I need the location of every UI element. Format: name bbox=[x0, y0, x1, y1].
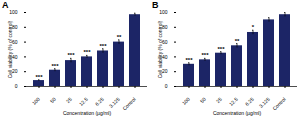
svg-text:***: *** bbox=[67, 52, 75, 58]
svg-text:Cell viability (% of control): Cell viability (% of control) bbox=[157, 20, 163, 78]
svg-text:***: *** bbox=[83, 49, 91, 55]
svg-text:60: 60 bbox=[161, 38, 168, 45]
html-text:A: A bbox=[2, 0, 9, 10]
svg-text:0: 0 bbox=[165, 83, 168, 89]
svg-text:Cell viability (% of control): Cell viability (% of control) bbox=[7, 20, 13, 78]
html-text:B: B bbox=[152, 0, 159, 10]
svg-text:Concentration (µg/ml): Concentration (µg/ml) bbox=[213, 110, 262, 116]
svg-text:80: 80 bbox=[161, 23, 168, 30]
svg-text:20: 20 bbox=[11, 68, 18, 75]
svg-text:25: 25 bbox=[215, 96, 223, 104]
svg-text:3.125: 3.125 bbox=[258, 96, 271, 109]
svg-text:40: 40 bbox=[161, 53, 168, 60]
svg-text:***: *** bbox=[51, 63, 59, 69]
svg-text:Control: Control bbox=[121, 96, 137, 112]
svg-text:***: *** bbox=[99, 43, 107, 49]
svg-text:6.25: 6.25 bbox=[94, 96, 105, 107]
svg-text:***: *** bbox=[185, 57, 193, 63]
svg-text:60: 60 bbox=[11, 38, 18, 45]
svg-text:100: 100 bbox=[9, 9, 18, 15]
svg-text:***: *** bbox=[201, 52, 209, 58]
svg-text:**: ** bbox=[235, 38, 240, 44]
svg-text:6.25: 6.25 bbox=[244, 96, 255, 107]
svg-text:100: 100 bbox=[181, 96, 191, 106]
svg-text:25: 25 bbox=[65, 96, 73, 104]
svg-text:3.125: 3.125 bbox=[108, 96, 121, 109]
svg-text:50: 50 bbox=[199, 96, 207, 104]
svg-text:Control: Control bbox=[271, 96, 287, 112]
svg-text:12.5: 12.5 bbox=[78, 96, 89, 107]
svg-text:***: *** bbox=[217, 46, 225, 52]
svg-text:Concentration (µg/ml): Concentration (µg/ml) bbox=[63, 110, 112, 116]
svg-text:**: ** bbox=[117, 34, 122, 40]
svg-text:12.5: 12.5 bbox=[228, 96, 239, 107]
svg-text:50: 50 bbox=[49, 96, 57, 104]
svg-text:100: 100 bbox=[31, 96, 41, 106]
svg-text:***: *** bbox=[35, 74, 43, 80]
svg-text:0: 0 bbox=[15, 83, 18, 89]
svg-text:80: 80 bbox=[11, 23, 18, 30]
svg-text:*: * bbox=[252, 24, 255, 30]
svg-text:100: 100 bbox=[159, 9, 168, 15]
svg-text:20: 20 bbox=[161, 68, 168, 75]
svg-text:40: 40 bbox=[11, 53, 18, 60]
